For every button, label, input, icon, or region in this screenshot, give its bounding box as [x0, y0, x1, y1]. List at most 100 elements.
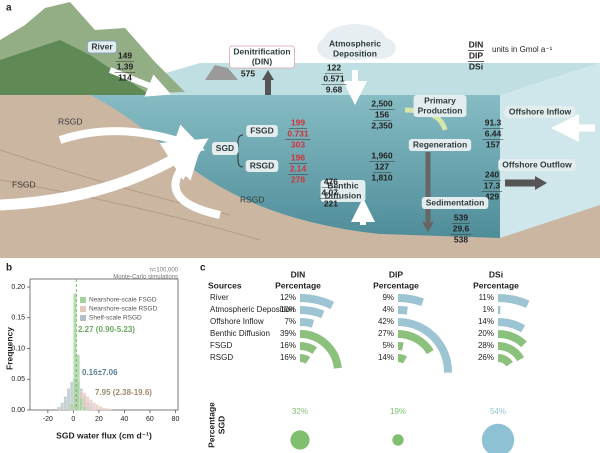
value-label: 4%: [382, 305, 394, 314]
y-tick-label: 0.05: [11, 376, 25, 383]
flux-value: 538: [454, 234, 468, 244]
units: units in Gmol a⁻¹: [492, 45, 553, 54]
note: n=100,000: [149, 268, 178, 274]
sgd-bubble: [290, 430, 310, 450]
arc: [497, 342, 525, 362]
arc: [299, 342, 318, 355]
arc: [497, 294, 530, 308]
hist-bar: [82, 406, 87, 411]
hist-bar: [76, 354, 80, 411]
flux-value: 303: [291, 139, 305, 149]
x-tick-label: 40: [121, 416, 129, 423]
source-label: FSGD: [210, 341, 232, 350]
flux-value: 127: [375, 161, 389, 171]
flux-value: 1,960: [371, 150, 393, 160]
flux-box: [320, 180, 366, 202]
value-label: 7%: [284, 317, 296, 326]
sgd-bubble: [481, 423, 515, 453]
flux-label: Diffusion: [325, 190, 362, 200]
value-label: 9%: [382, 293, 394, 302]
source-label: Benthic Diffusion: [210, 329, 270, 338]
flux-label: Regeneration: [413, 139, 467, 149]
flux-value: 476: [324, 176, 338, 186]
series-header: Percentage: [275, 280, 321, 290]
annotation: 7.95 (2.38-19.6): [95, 388, 152, 397]
series-header: Percentage: [373, 280, 419, 290]
y-tick-label: 0.20: [11, 284, 25, 291]
flux-value: 429: [485, 191, 499, 201]
value-label: 10%: [280, 305, 296, 314]
y-axis-label: Frequency: [4, 327, 14, 370]
arc: [299, 354, 311, 364]
arc: [299, 330, 342, 369]
arc: [397, 294, 424, 307]
value-label: 12%: [280, 293, 296, 302]
value-label: 26%: [478, 353, 494, 362]
sgd-header: Percentage: [206, 402, 216, 448]
flux-box: [212, 142, 238, 155]
arrowhead: [262, 70, 274, 80]
flux-label: RSGD: [250, 160, 275, 170]
series-name: DIP: [389, 269, 404, 279]
arc: [497, 330, 527, 348]
value-label: 11%: [479, 293, 494, 302]
arc: [397, 306, 408, 315]
sgd-value: 54%: [490, 407, 506, 416]
arc: [299, 306, 325, 319]
rsgd-arrow: [58, 124, 206, 155]
value-label: 42%: [378, 317, 394, 326]
flux-value: 199: [291, 117, 305, 127]
flux-label: Offshore Outflow: [502, 159, 572, 169]
flux-value: 114: [118, 72, 132, 82]
legend-line: DIP: [469, 50, 484, 60]
series-header: Percentage: [473, 280, 519, 290]
value-label: 14%: [478, 317, 494, 326]
value-label: 20%: [478, 329, 494, 338]
flux-value: 6.44: [485, 128, 502, 138]
landscape-label: RSGD: [240, 194, 265, 204]
arc: [497, 318, 526, 333]
flux-label: (DIN): [252, 56, 272, 66]
flux-value: 9.68: [326, 84, 343, 94]
flux-label: Deposition: [333, 48, 377, 58]
value-label: 5%: [382, 341, 394, 350]
legend-label: Nearshore-scale FSGD: [89, 297, 157, 304]
arc: [299, 318, 315, 328]
sgd-value: 32%: [292, 407, 308, 416]
flux-value: 149: [118, 50, 132, 60]
legend-label: Nearshore-scale RSGD: [89, 306, 158, 313]
source-label: RSGD: [210, 353, 233, 362]
flux-label: Benthic: [327, 180, 358, 190]
flux-value: 156: [375, 109, 389, 119]
x-tick-label: 0: [71, 416, 75, 423]
flux: Denitrification(DIN) 575: [229, 45, 295, 78]
rsgd-arrow: [167, 146, 221, 219]
arc: [497, 354, 513, 367]
landscape-label: FSGD: [12, 179, 36, 189]
flux-value: 4.07: [321, 187, 338, 197]
sgd-value: 19%: [390, 407, 406, 416]
legend-swatch: [80, 306, 86, 312]
annotation: 0.16±7.06: [82, 368, 118, 377]
flux-label: SGD: [216, 143, 234, 153]
flux-label: Sedimentation: [426, 197, 485, 207]
source-label: Offshore Inflow: [210, 317, 264, 326]
flux-value: 2.14: [290, 163, 307, 173]
arc: [397, 318, 452, 373]
legend-label: Shelf-scale RSGD: [89, 315, 142, 322]
flux-value: 29.6: [453, 223, 470, 233]
flux-value: 2,500: [371, 98, 393, 108]
hist-bar: [89, 399, 93, 411]
y-tick-label: 0.10: [11, 345, 25, 352]
hist-bar: [70, 403, 74, 411]
source-label: Atmospheric Deposition: [210, 305, 294, 314]
flux-value: 221: [324, 198, 338, 208]
flux-value: 91.3: [485, 117, 502, 127]
value-label: 14%: [378, 353, 394, 362]
annotation: 2.27 (0.90-5.23): [78, 325, 135, 334]
